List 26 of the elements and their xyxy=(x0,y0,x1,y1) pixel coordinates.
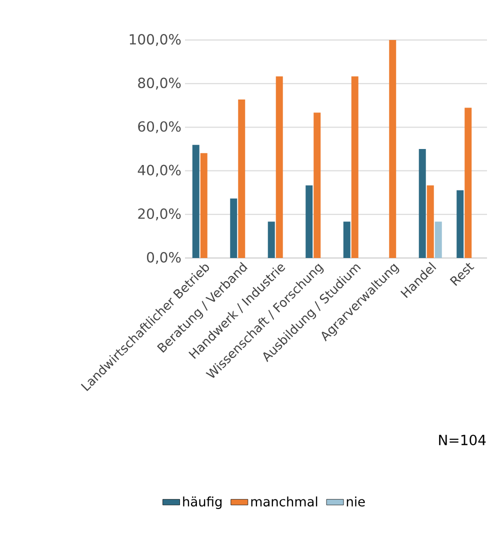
legend-label: manchmal xyxy=(251,496,318,507)
bar xyxy=(306,185,313,258)
bar xyxy=(192,144,200,258)
bar xyxy=(389,40,396,258)
legend-label: nie xyxy=(346,496,365,507)
bar xyxy=(276,76,283,258)
y-tick-label: 60,0% xyxy=(138,121,181,134)
legend-label: häufig xyxy=(183,496,222,510)
y-tick-label: 100,0% xyxy=(130,34,181,46)
bar xyxy=(343,222,350,258)
bar xyxy=(351,76,358,258)
bar xyxy=(418,148,426,258)
y-tick-label: 0,0% xyxy=(146,252,181,264)
bar xyxy=(238,100,246,258)
bar xyxy=(200,153,208,258)
bar xyxy=(230,198,238,258)
y-tick-label: 40,0% xyxy=(138,164,181,177)
y-tick-label: 80,0% xyxy=(138,78,181,90)
bar xyxy=(464,108,472,258)
bar xyxy=(314,112,321,258)
text: N=104 xyxy=(439,434,486,446)
bar xyxy=(456,190,464,258)
bar xyxy=(268,222,275,258)
y-tick-label: 20,0% xyxy=(138,208,181,220)
bar xyxy=(426,185,434,258)
bar xyxy=(434,222,442,258)
